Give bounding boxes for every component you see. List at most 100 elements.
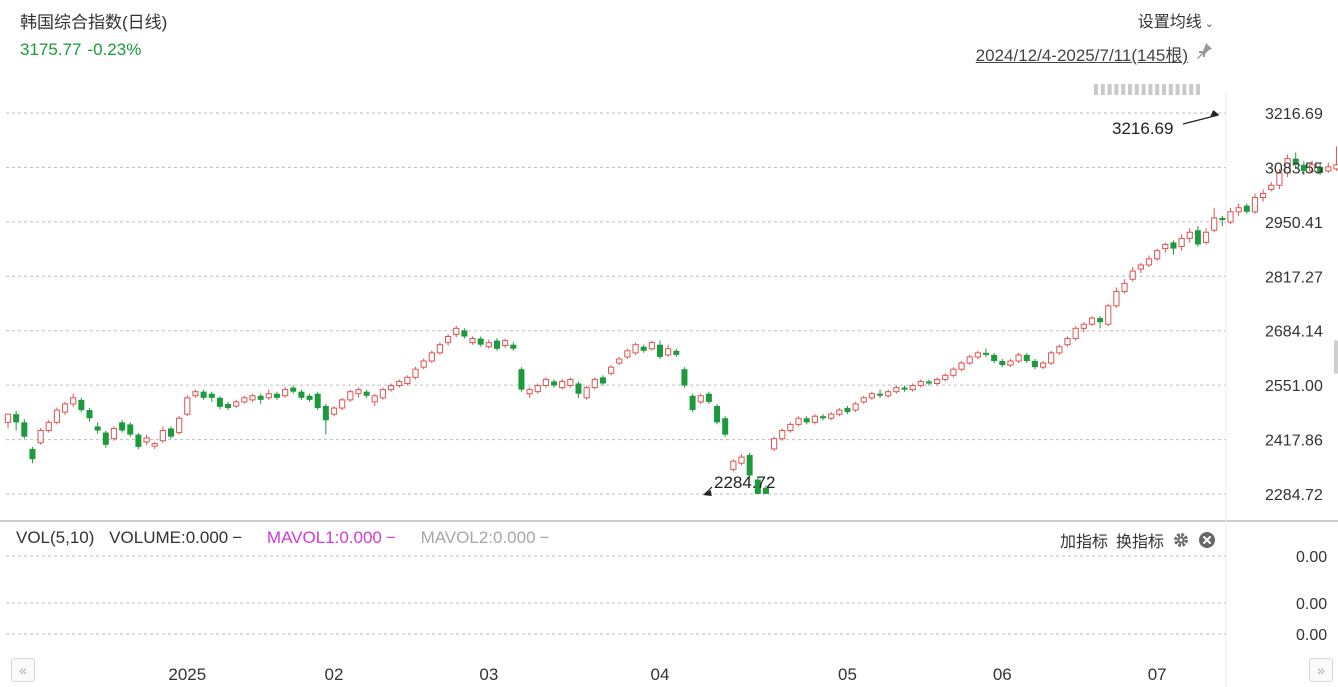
candle-body [257, 395, 264, 400]
panel-resize-handle[interactable] [1334, 340, 1338, 374]
candle-body [1325, 166, 1332, 172]
candle-body [502, 340, 509, 346]
gear-icon[interactable] [1172, 531, 1190, 549]
candle-body [21, 422, 28, 437]
scroll-right-button[interactable]: » [1309, 658, 1333, 682]
time-tick-label: 07 [1148, 665, 1167, 684]
candle-body [901, 387, 908, 390]
candle-body [730, 460, 737, 470]
event-marker [1114, 84, 1119, 95]
candle-body [1129, 270, 1136, 280]
max-value-label: 3216.69 [1112, 119, 1173, 138]
candles [4, 146, 1338, 495]
candle-body [934, 378, 941, 385]
candle-body [1121, 282, 1128, 293]
candle-body [1023, 354, 1030, 362]
candle-body [787, 423, 794, 432]
candle-body [1178, 237, 1185, 248]
candle-body [836, 409, 843, 415]
candle-body [1088, 317, 1096, 325]
candle-body [273, 393, 280, 398]
switch-indicator-button[interactable]: 换指标 [1115, 534, 1164, 551]
candle-body [1308, 164, 1316, 172]
event-markers [1094, 84, 1200, 95]
candle-body [828, 413, 835, 419]
candle-body [1333, 164, 1338, 170]
candle-body [94, 426, 101, 431]
candle-body [306, 395, 313, 400]
time-tick-label: 03 [479, 665, 498, 684]
candle-body [469, 338, 476, 344]
date-range-link[interactable]: 2024/12/4-2025/7/11(145根) [975, 46, 1188, 65]
candle-body [681, 369, 688, 386]
event-marker [1128, 84, 1132, 95]
candle-body [1268, 184, 1275, 190]
ma-setting-button[interactable]: 设置均线 ⌄ [1138, 8, 1214, 32]
close-icon[interactable] [1198, 531, 1216, 549]
event-marker [1121, 84, 1126, 95]
candle-body [510, 344, 517, 349]
price-tick-label: 2551.00 [1265, 378, 1323, 395]
candle-body [1211, 217, 1218, 231]
candle-body [608, 366, 615, 374]
candle-body [61, 403, 69, 413]
min-value-label: 2284.72 [714, 473, 775, 492]
event-marker [1134, 84, 1139, 95]
candle-body [168, 428, 174, 437]
candle-body [1007, 360, 1014, 366]
candle-body [412, 368, 419, 378]
event-marker [1107, 84, 1112, 95]
time-tick-label: 02 [325, 665, 344, 684]
candle-body [347, 391, 354, 401]
candle-body [45, 421, 52, 432]
candle-body [119, 422, 126, 431]
scroll-left-button[interactable]: « [11, 658, 35, 682]
candle-body [893, 387, 900, 393]
candle-body [925, 381, 932, 384]
candle-body [4, 413, 12, 423]
candle-body [705, 393, 712, 402]
candle-body [1227, 211, 1234, 223]
candle-body [852, 403, 859, 411]
candle-body [184, 397, 191, 415]
candle-body [762, 487, 769, 494]
candle-body [1292, 158, 1299, 165]
candle-body [428, 352, 435, 362]
change-percent: -0.23% [87, 40, 142, 59]
candle-body [966, 356, 973, 364]
min-arrow-line [704, 486, 713, 495]
candle-body [665, 348, 672, 356]
candle-body [1300, 164, 1307, 171]
candle-body [1162, 244, 1169, 250]
candle-body [1015, 354, 1022, 362]
candle-body [241, 397, 248, 403]
candle-body [1170, 242, 1177, 249]
candle-body [1219, 217, 1226, 220]
candle-body [1243, 205, 1250, 212]
candle-body [420, 360, 427, 368]
candle-body [159, 430, 166, 442]
candle-body [575, 383, 582, 394]
volume-tick-label: 0.00 [1296, 596, 1327, 613]
pin-icon[interactable] [1194, 41, 1214, 61]
candle-body [1113, 291, 1120, 307]
candle-body [950, 368, 957, 376]
candle-body [143, 437, 150, 443]
candle-body [53, 409, 60, 423]
price-tick-label: 2284.72 [1265, 487, 1323, 504]
candle-body [314, 393, 321, 409]
candle-body [453, 327, 460, 335]
add-indicator-button[interactable]: 加指标 [1059, 534, 1108, 551]
candle-body [355, 389, 362, 395]
candle-body [70, 397, 77, 405]
mavol2-dash: − [539, 528, 550, 547]
candle-body [567, 378, 574, 387]
candle-body [999, 361, 1006, 366]
candle-body [697, 395, 704, 403]
candle-body [779, 430, 786, 440]
candle-body [436, 344, 444, 354]
candle-body [1235, 207, 1242, 213]
candle-body [860, 397, 867, 403]
candle-body [1105, 305, 1112, 325]
